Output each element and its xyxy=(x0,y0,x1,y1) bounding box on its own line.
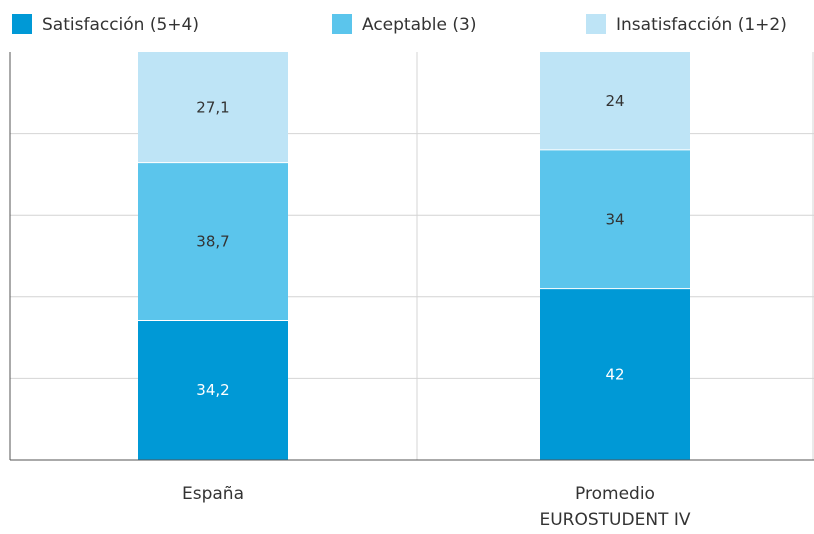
category-label: Promedio xyxy=(575,484,655,504)
bar-segment xyxy=(138,320,288,460)
legend: Satisfacción (5+4) Aceptable (3) Insatisfa… xyxy=(12,14,787,35)
legend-label: Aceptable (3) xyxy=(362,15,476,35)
bar-segment xyxy=(138,162,288,321)
data-label: 24 xyxy=(605,92,624,110)
category-labels: España Promedio EUROSTUDENT IV xyxy=(182,484,691,530)
category-label: España xyxy=(182,484,244,504)
bar-segment xyxy=(540,149,690,289)
data-label: 38,7 xyxy=(196,233,229,251)
bar-segment xyxy=(138,52,288,163)
grid xyxy=(10,52,814,460)
legend-swatch xyxy=(332,14,352,34)
data-label: 34 xyxy=(605,210,624,228)
category-label: EUROSTUDENT IV xyxy=(540,510,691,530)
bar-segment xyxy=(540,288,690,460)
bar-segment xyxy=(540,52,690,150)
data-label: 27,1 xyxy=(196,98,229,116)
bars: 34,2 38,7 27,1 42 34 24 xyxy=(138,52,690,460)
data-label: 42 xyxy=(605,365,624,383)
legend-swatch xyxy=(12,14,32,34)
legend-label: Satisfacción (5+4) xyxy=(42,15,199,35)
data-label: 34,2 xyxy=(196,381,229,399)
legend-label: Insatisfacción (1+2) xyxy=(616,15,787,35)
legend-swatch xyxy=(586,14,606,34)
axes xyxy=(9,52,814,461)
